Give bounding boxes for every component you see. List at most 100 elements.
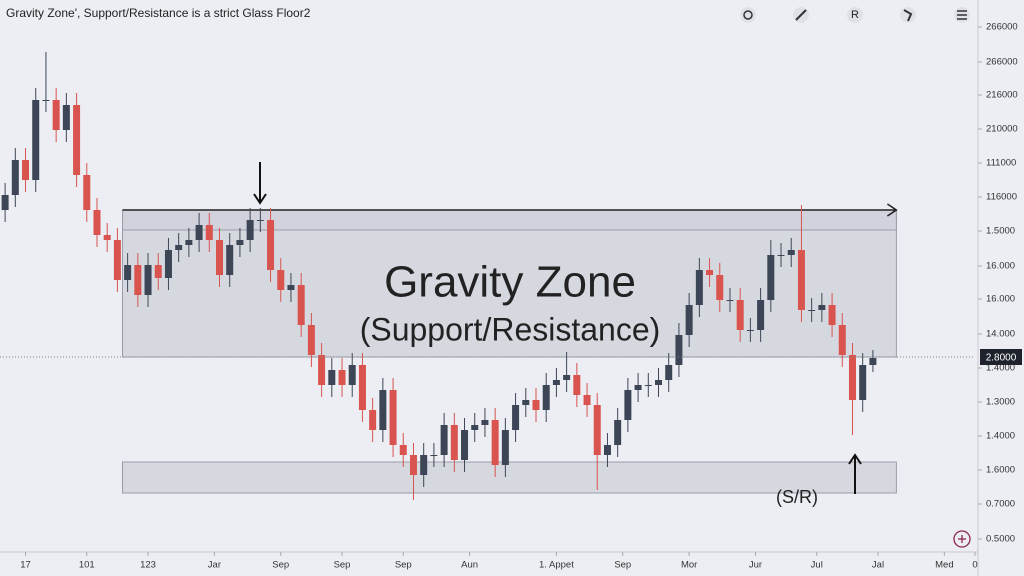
candle-body xyxy=(318,355,326,385)
zone xyxy=(122,209,897,231)
candle-body xyxy=(216,240,224,275)
y-tick-label: 210000 xyxy=(986,124,1018,135)
y-tick-label: 14.000 xyxy=(986,329,1015,340)
candle-body xyxy=(328,370,336,385)
candle-body xyxy=(634,385,642,390)
add-button[interactable] xyxy=(953,530,971,548)
y-tick-label: 1.4000 xyxy=(986,363,1015,374)
tool-label: R xyxy=(851,9,859,21)
x-tick-label: Aun xyxy=(461,560,478,571)
candle-body xyxy=(624,390,632,420)
candle-body xyxy=(297,285,305,325)
candle-body xyxy=(481,420,489,425)
candles xyxy=(1,52,877,500)
candle-body xyxy=(542,385,550,410)
tool-button[interactable] xyxy=(740,7,756,23)
candle-body xyxy=(358,365,366,410)
candle-body xyxy=(93,210,101,235)
y-tick-label: 1.5000 xyxy=(986,226,1015,237)
price-box xyxy=(980,349,1022,365)
candle-body xyxy=(134,265,142,295)
candle-body xyxy=(348,365,356,385)
candle-body xyxy=(603,445,611,455)
candle-body xyxy=(185,240,193,245)
x-tick-label: 123 xyxy=(140,560,156,571)
candle-body xyxy=(226,245,234,275)
candle-body xyxy=(52,100,60,130)
y-tick-label: 1.6000 xyxy=(986,465,1015,476)
candle-body xyxy=(420,455,428,475)
tool-icon xyxy=(957,10,967,20)
y-tick-label: 16.000 xyxy=(986,261,1015,272)
candle-body xyxy=(62,105,70,130)
candle-body xyxy=(307,325,315,355)
candle-body xyxy=(685,305,693,335)
candle-body xyxy=(797,250,805,310)
candle-body xyxy=(869,358,877,365)
candle-body xyxy=(369,410,377,430)
candle-body xyxy=(757,300,765,330)
candle-body xyxy=(859,365,867,400)
x-tick-label: Sep xyxy=(614,560,631,571)
candle-body xyxy=(848,355,856,400)
candle-body xyxy=(430,455,438,456)
y-tick-label: 111000 xyxy=(986,158,1016,169)
candle-body xyxy=(675,335,683,365)
candle-body xyxy=(552,380,560,385)
x-tick-label: Jar xyxy=(208,560,221,571)
tool-button[interactable] xyxy=(847,7,863,23)
toolbar: R xyxy=(740,7,970,23)
chart-title: Gravity Zone', Support/Resistance is a s… xyxy=(6,6,311,20)
candle-body xyxy=(22,160,30,180)
candle-body xyxy=(532,400,540,410)
candle-body xyxy=(746,330,754,331)
candle-body xyxy=(665,365,673,380)
y-tick-label: 0.7000 xyxy=(986,499,1015,510)
candle-body xyxy=(767,255,775,300)
candle-body xyxy=(164,250,172,278)
candle-body xyxy=(573,375,581,395)
candle-body xyxy=(471,425,479,430)
candle-body xyxy=(73,105,81,175)
candle-body xyxy=(338,370,346,385)
x-tick-label: 0 xyxy=(972,560,977,571)
candle-body xyxy=(409,455,417,475)
candle-body xyxy=(399,445,407,455)
arrow-up xyxy=(848,453,862,494)
x-tick-label: 17 xyxy=(20,560,31,571)
x-tick-label: Jul xyxy=(811,560,823,571)
y-tick-label: 16.000 xyxy=(986,294,1015,305)
x-tick-label: 101 xyxy=(79,560,95,571)
x-tick-label: Sep xyxy=(334,560,351,571)
x-tick-label: Jal xyxy=(872,560,884,571)
x-tick-label: 1. Appet xyxy=(539,560,574,571)
candle-body xyxy=(256,220,264,221)
candle-body xyxy=(440,425,448,455)
candle-body xyxy=(593,405,601,455)
y-tick-label: 1.3000 xyxy=(986,397,1015,408)
y-tick-label: 0.5000 xyxy=(986,534,1015,545)
candle-body xyxy=(267,220,275,270)
candle-body xyxy=(277,270,285,290)
candle-body xyxy=(287,285,295,290)
x-tick-label: Sep xyxy=(395,560,412,571)
candle-body xyxy=(154,265,162,278)
candle-body xyxy=(655,380,663,385)
zone-label: Gravity Zone xyxy=(384,258,636,307)
candle-body xyxy=(808,310,816,311)
tool-icon xyxy=(903,9,913,22)
candle-body xyxy=(236,240,244,245)
candle-body xyxy=(818,305,826,310)
y-tick-label: 266000 xyxy=(986,57,1018,68)
candle-body xyxy=(583,395,591,405)
y-tick-label: 216000 xyxy=(986,90,1018,101)
x-tick-label: Mor xyxy=(681,560,697,571)
candle-body xyxy=(103,235,111,240)
candle-body xyxy=(563,375,571,380)
y-tick-label: 116000 xyxy=(986,192,1017,203)
candle-body xyxy=(83,175,91,210)
candle-body xyxy=(113,240,121,280)
candle-body xyxy=(1,195,9,210)
candle-body xyxy=(379,390,387,430)
candle-body xyxy=(695,270,703,305)
